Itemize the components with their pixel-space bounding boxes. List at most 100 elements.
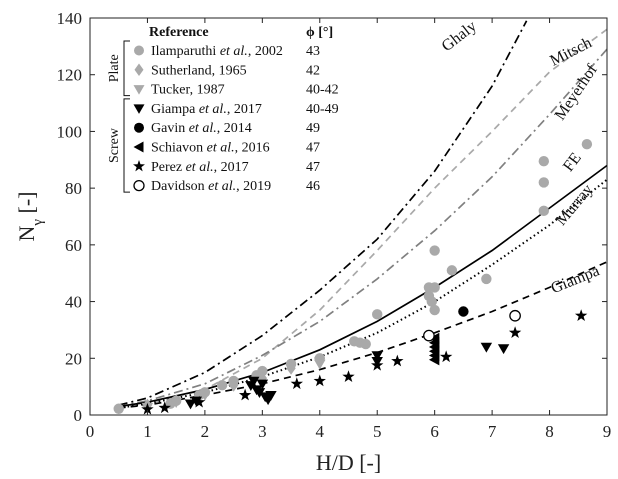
point-perez-7	[371, 358, 384, 371]
legend-entry-year: , 2016	[235, 141, 270, 156]
legend-entry-author: Davidson	[151, 179, 205, 194]
legend-phi-schiavon: 47	[306, 141, 320, 156]
legend-entry-author: Perez	[151, 160, 182, 175]
point-ilamparuthi-25	[538, 205, 550, 217]
legend-entry-ilamparuthi: Ilamparuthi et al., 2002	[151, 44, 283, 59]
point-ilamparuthi-24	[538, 177, 550, 188]
legend-bracket-screw	[123, 98, 130, 193]
legend-entry-schiavon: Schiavon et al., 2016	[151, 141, 270, 156]
point-ilamparuthi-0	[113, 403, 124, 414]
legend-entry-year: , 1965	[212, 63, 247, 78]
series-schiavon	[428, 332, 440, 366]
point-ilamparuthi-8	[257, 365, 268, 377]
x-tick-label-6: 6	[430, 422, 439, 441]
point-giampa-12	[480, 342, 493, 353]
point-ilamparuthi-14	[372, 309, 383, 320]
y-tick-label-0: 0	[74, 406, 83, 425]
legend-entry-author: Giampa	[151, 102, 196, 117]
point-tucker-4	[314, 359, 326, 370]
x-tick-label-5: 5	[373, 422, 382, 441]
y-tick-label-5: 100	[57, 122, 83, 141]
legend-entry-year: , 1987	[190, 83, 225, 98]
curve-label-fe: FE	[560, 150, 585, 175]
legend-entry-perez: Perez et al., 2017	[151, 160, 249, 175]
legend-entry-author: Tucker	[151, 83, 190, 98]
legend-entry-author: Sutherland	[151, 63, 212, 78]
legend-entry-tucker: Tucker, 1987	[151, 83, 225, 98]
legend-marker-tucker	[133, 85, 145, 95]
point-perez-2	[192, 395, 206, 408]
point-gavin-0	[458, 306, 469, 317]
data-points	[113, 138, 593, 415]
y-tick-label-2: 40	[65, 293, 82, 312]
point-ilamparuthi-17	[426, 296, 437, 307]
plot-frame	[89, 17, 608, 416]
curve-giampa	[118, 261, 608, 409]
legend-marker-giampa	[133, 104, 145, 114]
legend-phi-sutherland: 42	[306, 63, 320, 78]
point-tucker-1	[170, 398, 182, 408]
curve-label-giampa: Giampa	[549, 262, 602, 297]
legend-entry-etal: et al.	[216, 44, 248, 59]
point-perez-8	[391, 354, 404, 367]
legend-entry-sutherland: Sutherland, 1965	[151, 63, 247, 78]
point-tucker-2	[199, 390, 211, 401]
y-tick-label-7: 140	[57, 9, 83, 28]
point-giampa-3	[247, 376, 260, 387]
y-axis-title-main: N	[14, 226, 39, 242]
x-tick-label-2: 2	[201, 422, 210, 441]
legend-group-plate: Plate	[107, 54, 122, 82]
x-tick-label-0: 0	[86, 422, 95, 441]
point-perez-4	[290, 377, 303, 390]
legend-entry-davidson: Davidson et al., 2019	[151, 179, 271, 194]
x-tick-label-3: 3	[258, 422, 267, 441]
legend-header-phi: ϕ [°]	[306, 25, 333, 40]
axes: 0 1 2 3 4 5 6 7 8 9 0 20 40 60 80 100 120 140 H/D [-] Nγ [-…	[14, 9, 611, 475]
legend-entry-year: , 2002	[248, 44, 283, 59]
point-ilamparuthi-18	[429, 245, 440, 256]
legend-phi-tucker: 40-42	[306, 83, 339, 98]
point-giampa-9	[265, 390, 277, 401]
point-perez-5	[313, 374, 326, 387]
point-giampa-0	[184, 399, 197, 410]
point-schiavon-5	[428, 332, 440, 345]
y-axis-title: Nγ [-]	[14, 191, 46, 241]
legend-marker-perez	[133, 160, 145, 172]
legend-entry-etal: et al.	[203, 141, 235, 156]
y-tick-label-6: 120	[57, 66, 83, 85]
point-ilamparuthi-5	[216, 380, 228, 391]
point-ilamparuthi-13	[360, 338, 371, 350]
point-ilamparuthi-19	[429, 282, 440, 293]
legend-group-screw: Screw	[107, 127, 122, 163]
point-perez-11	[574, 309, 588, 322]
point-davidson-0	[423, 329, 435, 342]
curve-mitsch	[118, 28, 608, 408]
curve-meyerhof	[118, 48, 608, 408]
legend-entry-year: , 2019	[236, 179, 271, 194]
point-giampa-10	[371, 351, 383, 362]
point-perez-0	[141, 402, 154, 415]
legend-entry-giampa: Giampa et al., 2017	[151, 102, 262, 117]
point-perez-10	[508, 326, 522, 339]
y-axis-title-sub: γ	[30, 219, 46, 227]
curve-murray	[118, 178, 608, 409]
legend-entry-year: , 2017	[214, 160, 249, 175]
curve-label-murray: Murray	[553, 181, 597, 229]
legend-entry-year: , 2017	[227, 102, 262, 117]
x-tick-label-7: 7	[488, 422, 497, 441]
series-perez	[141, 309, 588, 415]
point-perez-1	[158, 401, 171, 414]
point-perez-9	[439, 350, 453, 363]
x-tick-label-8: 8	[545, 422, 554, 441]
x-axis-title: H/D [-]	[316, 450, 381, 475]
point-ilamparuthi-20	[429, 304, 440, 316]
legend-phi-davidson: 46	[306, 179, 320, 194]
legend-phi-giampa: 40-49	[306, 102, 339, 117]
point-sutherland-3	[228, 378, 239, 392]
legend-header-reference: Reference	[149, 25, 209, 40]
legend-marker-schiavon	[133, 141, 144, 153]
series-gavin	[458, 306, 469, 317]
point-ilamparuthi-23	[538, 156, 550, 167]
